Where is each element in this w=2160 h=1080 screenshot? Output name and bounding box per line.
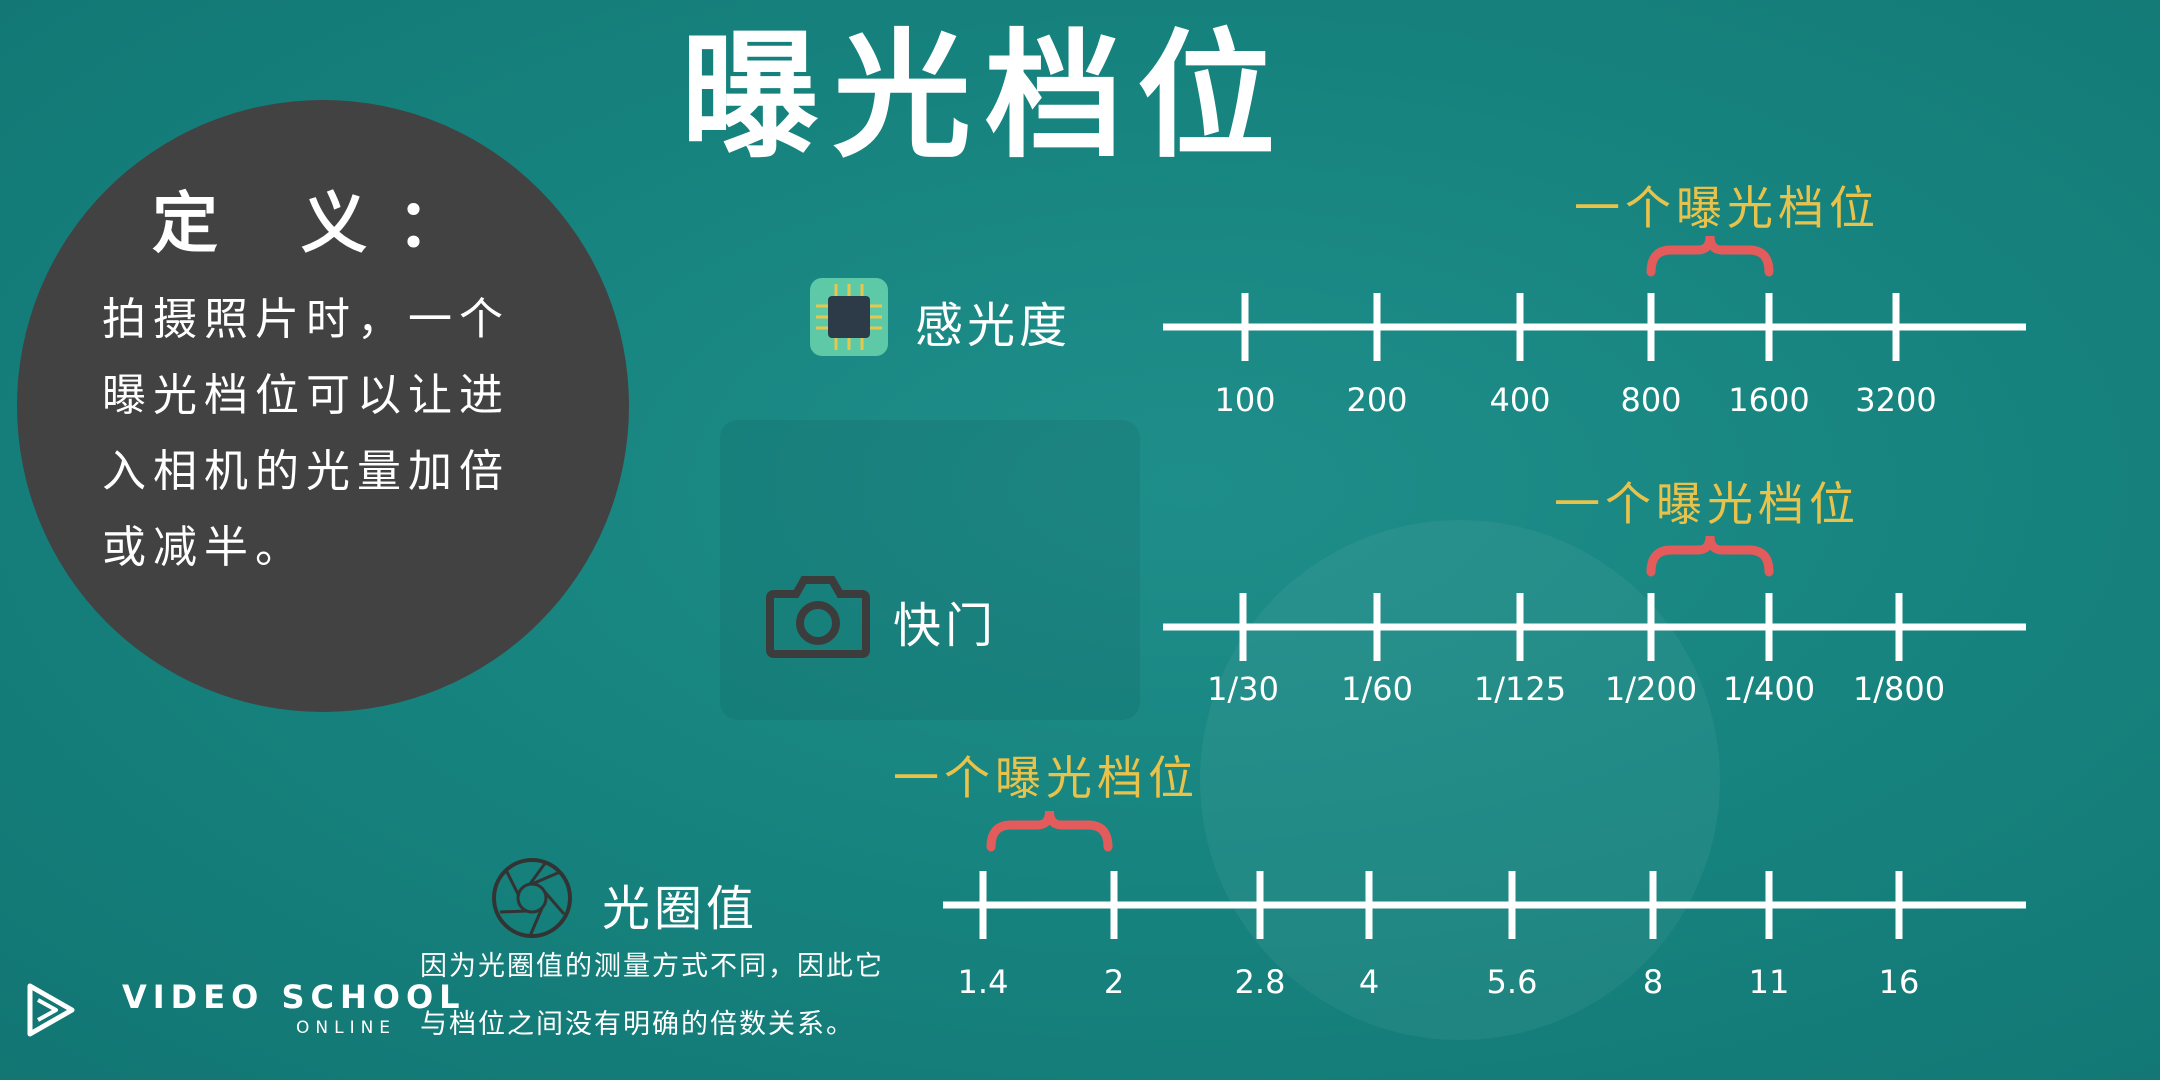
iso-brace [1646, 235, 1774, 277]
aperture-tick-label: 8 [1643, 963, 1663, 1001]
background-lens [1200, 520, 1720, 1040]
shutter-brace [1646, 535, 1774, 577]
shutter-callout: 一个曝光档位 [1554, 477, 1860, 531]
aperture-label: 光圈值 [602, 881, 759, 937]
aperture-note-line1: 因为光圈值的测量方式不同，因此它 [420, 951, 884, 982]
iso-callout: 一个曝光档位 [1574, 181, 1880, 235]
aperture-tick-label: 1.4 [958, 963, 1009, 1001]
background-camera-body [720, 420, 1140, 720]
shutter-tick-label: 1/800 [1853, 670, 1945, 708]
iso-tick-label: 100 [1214, 381, 1275, 419]
definition-body: 拍摄照片时，一个曝光档位可以让进入相机的光量加倍或减半。 [102, 294, 510, 573]
shutter-tick-label: 1/200 [1605, 670, 1697, 708]
shutter-tick-label: 1/400 [1723, 670, 1815, 708]
aperture-callout: 一个曝光档位 [893, 751, 1199, 805]
iso-tick-label: 800 [1620, 381, 1681, 419]
aperture-note-line2: 与档位之间没有明确的倍数关系。 [420, 1009, 855, 1040]
shutter-tick-label: 1/30 [1207, 670, 1279, 708]
iso-tick-label: 3200 [1855, 381, 1936, 419]
page-title: 曝光档位 [680, 16, 1289, 177]
aperture-tick-label: 5.6 [1487, 963, 1538, 1001]
iso-tick-label: 1600 [1728, 381, 1809, 419]
definition-circle [17, 100, 629, 712]
brand-sub: ONLINE [296, 1018, 397, 1038]
shutter-tick-label: 1/125 [1474, 670, 1566, 708]
aperture-note: 因为光圈值的测量方式不同，因此它 与档位之间没有明确的倍数关系。 [420, 938, 884, 1054]
aperture-brace [986, 810, 1113, 852]
iso-label: 感光度 [915, 298, 1072, 354]
aperture-tick-label: 2.8 [1235, 963, 1286, 1001]
aperture-tick-label: 4 [1359, 963, 1379, 1001]
aperture-tick-label: 16 [1879, 963, 1920, 1001]
camera-icon [766, 572, 870, 658]
shutter-tick-label: 1/60 [1341, 670, 1413, 708]
iso-tick-label: 400 [1489, 381, 1550, 419]
definition-heading: 定 义： [152, 185, 493, 262]
shutter-label: 快门 [893, 598, 998, 654]
aperture-tick-label: 11 [1749, 963, 1790, 1001]
brand-name: VIDEO SCHOOL [122, 978, 466, 1016]
play-logo-icon [22, 982, 78, 1038]
chip-icon [808, 276, 890, 358]
iso-tick-label: 200 [1346, 381, 1407, 419]
aperture-tick-label: 2 [1104, 963, 1124, 1001]
aperture-icon [490, 856, 574, 940]
